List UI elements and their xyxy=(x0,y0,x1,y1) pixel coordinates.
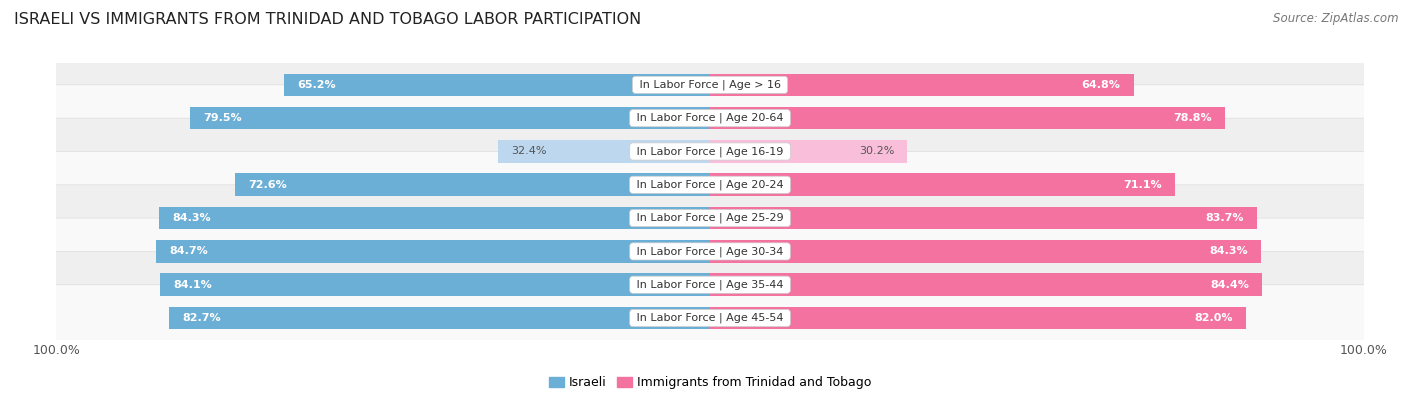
Text: In Labor Force | Age 35-44: In Labor Force | Age 35-44 xyxy=(633,280,787,290)
Text: 72.6%: 72.6% xyxy=(249,180,287,190)
Text: In Labor Force | Age > 16: In Labor Force | Age > 16 xyxy=(636,80,785,90)
FancyBboxPatch shape xyxy=(53,185,1367,252)
Bar xyxy=(235,173,710,196)
FancyBboxPatch shape xyxy=(53,151,1367,218)
FancyBboxPatch shape xyxy=(53,252,1367,318)
Text: In Labor Force | Age 20-64: In Labor Force | Age 20-64 xyxy=(633,113,787,123)
Text: 71.1%: 71.1% xyxy=(1123,180,1161,190)
Text: 83.7%: 83.7% xyxy=(1206,213,1244,223)
Text: 64.8%: 64.8% xyxy=(1081,80,1121,90)
Text: 65.2%: 65.2% xyxy=(297,80,336,90)
Bar xyxy=(169,307,710,329)
Text: 84.7%: 84.7% xyxy=(169,246,208,256)
Bar xyxy=(710,273,1261,296)
FancyBboxPatch shape xyxy=(53,85,1367,151)
Bar xyxy=(190,107,710,130)
Text: In Labor Force | Age 16-19: In Labor Force | Age 16-19 xyxy=(633,146,787,157)
Bar xyxy=(710,73,1133,96)
FancyBboxPatch shape xyxy=(53,51,1367,118)
Text: 82.0%: 82.0% xyxy=(1195,313,1233,323)
Text: 78.8%: 78.8% xyxy=(1174,113,1212,123)
Text: 84.1%: 84.1% xyxy=(173,280,212,290)
Bar xyxy=(710,207,1257,229)
Text: 84.3%: 84.3% xyxy=(172,213,211,223)
Bar xyxy=(284,73,710,96)
Text: 79.5%: 79.5% xyxy=(204,113,242,123)
FancyBboxPatch shape xyxy=(53,118,1367,185)
Bar xyxy=(160,273,710,296)
FancyBboxPatch shape xyxy=(53,218,1367,285)
Text: Source: ZipAtlas.com: Source: ZipAtlas.com xyxy=(1274,12,1399,25)
Text: In Labor Force | Age 20-24: In Labor Force | Age 20-24 xyxy=(633,180,787,190)
Bar xyxy=(710,140,907,163)
Text: In Labor Force | Age 45-54: In Labor Force | Age 45-54 xyxy=(633,313,787,323)
Text: In Labor Force | Age 30-34: In Labor Force | Age 30-34 xyxy=(633,246,787,257)
Text: In Labor Force | Age 25-29: In Labor Force | Age 25-29 xyxy=(633,213,787,223)
Text: 30.2%: 30.2% xyxy=(859,147,894,156)
Text: ISRAELI VS IMMIGRANTS FROM TRINIDAD AND TOBAGO LABOR PARTICIPATION: ISRAELI VS IMMIGRANTS FROM TRINIDAD AND … xyxy=(14,12,641,27)
Bar xyxy=(159,207,710,229)
Bar xyxy=(710,240,1261,263)
Text: 82.7%: 82.7% xyxy=(183,313,221,323)
Bar xyxy=(156,240,710,263)
Bar xyxy=(710,173,1175,196)
FancyBboxPatch shape xyxy=(53,285,1367,352)
Text: 84.4%: 84.4% xyxy=(1211,280,1249,290)
Legend: Israeli, Immigrants from Trinidad and Tobago: Israeli, Immigrants from Trinidad and To… xyxy=(544,371,876,394)
Bar xyxy=(710,107,1225,130)
Bar xyxy=(710,307,1246,329)
Text: 84.3%: 84.3% xyxy=(1209,246,1249,256)
Text: 32.4%: 32.4% xyxy=(512,147,547,156)
Bar xyxy=(498,140,710,163)
